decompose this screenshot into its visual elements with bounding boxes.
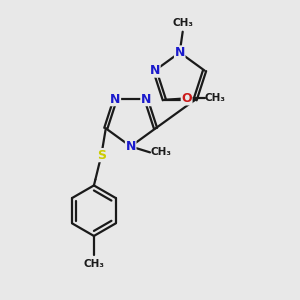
Text: S: S	[97, 148, 106, 162]
Text: O: O	[181, 92, 192, 105]
Text: N: N	[141, 93, 151, 106]
Text: N: N	[175, 46, 185, 59]
Text: CH₃: CH₃	[204, 93, 225, 103]
Text: N: N	[125, 140, 136, 153]
Text: CH₃: CH₃	[83, 259, 104, 269]
Text: CH₃: CH₃	[172, 18, 193, 28]
Text: CH₃: CH₃	[151, 147, 172, 158]
Text: N: N	[150, 64, 160, 77]
Text: N: N	[110, 93, 121, 106]
